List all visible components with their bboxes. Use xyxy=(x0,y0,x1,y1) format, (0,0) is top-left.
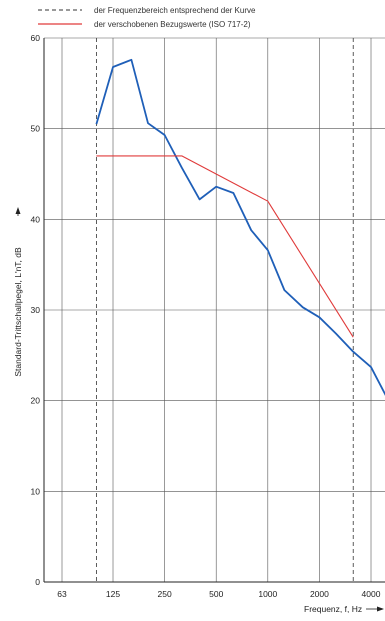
y-tick-label-40: 40 xyxy=(31,214,41,224)
y-tick-label-30: 30 xyxy=(31,305,41,315)
x-tick-label-500: 500 xyxy=(209,589,223,599)
x-tick-label-63: 63 xyxy=(57,589,67,599)
x-tick-labels: 63 125 250 500 1000 2000 4000 xyxy=(57,589,380,599)
y-tick-labels: 0 10 20 30 40 50 60 xyxy=(31,33,41,587)
y-axis-arrowhead xyxy=(15,207,21,214)
series-line-1 xyxy=(96,155,354,338)
series-line-0 xyxy=(95,58,385,396)
y-tick-label-0: 0 xyxy=(35,577,40,587)
x-tick-label-1000: 1000 xyxy=(258,589,277,599)
grid xyxy=(44,37,385,583)
x-axis-arrowhead xyxy=(377,606,384,612)
x-tick-label-250: 250 xyxy=(158,589,172,599)
legend: der Frequenzbereich entsprechend der Kur… xyxy=(38,6,256,29)
x-axis-title: Frequenz, f, Hz xyxy=(304,604,362,614)
axes xyxy=(43,38,385,583)
legend-entry-dashed: der Frequenzbereich entsprechend der Kur… xyxy=(94,6,256,15)
series-layer xyxy=(95,58,385,396)
legend-entry-solid: der verschobenen Bezugswerte (ISO 717-2) xyxy=(94,20,251,29)
y-axis-title: Standard-Trittschallpegel, L'nT, dB xyxy=(13,247,23,377)
x-tick-label-4000: 4000 xyxy=(362,589,381,599)
x-tick-label-2000: 2000 xyxy=(310,589,329,599)
x-tick-label-125: 125 xyxy=(106,589,120,599)
y-tick-label-50: 50 xyxy=(31,124,41,134)
y-tick-label-60: 60 xyxy=(31,33,41,43)
y-tick-label-20: 20 xyxy=(31,396,41,406)
y-tick-label-10: 10 xyxy=(31,486,41,496)
